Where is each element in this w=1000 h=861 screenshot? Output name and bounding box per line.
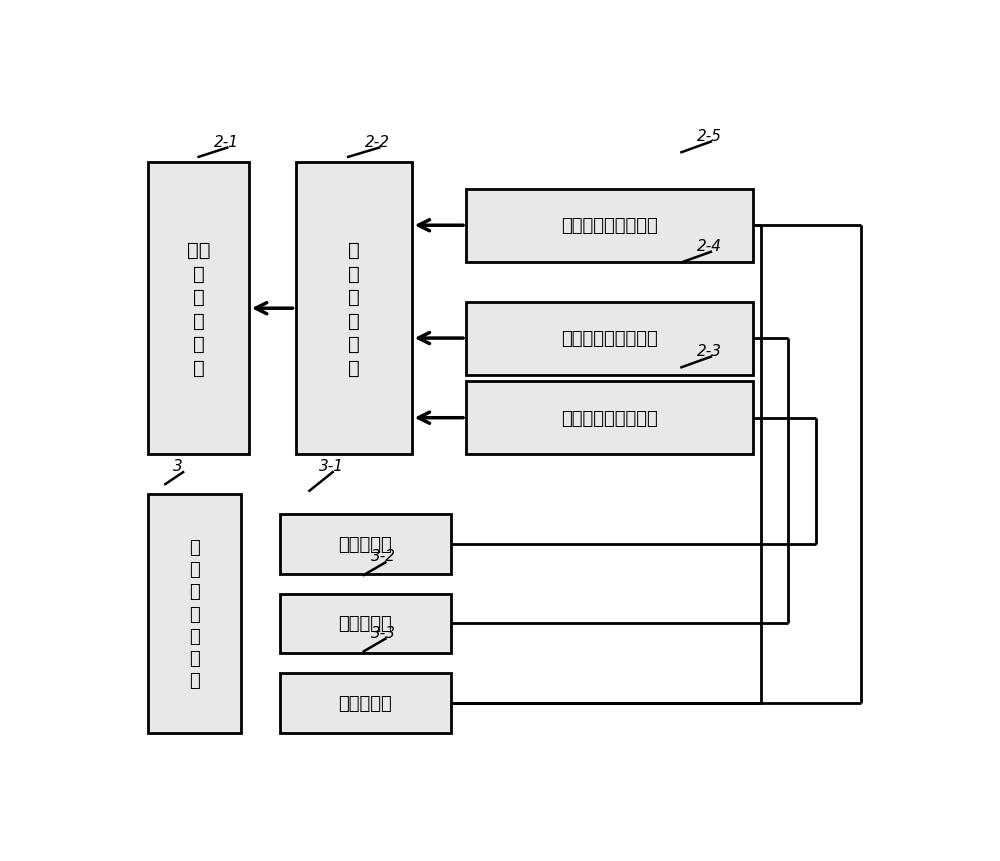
- Text: 3-2: 3-2: [371, 548, 396, 564]
- Text: 单片
机
控
制
模
块: 单片 机 控 制 模 块: [187, 241, 210, 377]
- Text: 悬
浮
物
采
样
装
置: 悬 浮 物 采 样 装 置: [189, 538, 200, 690]
- Text: 3: 3: [173, 459, 183, 474]
- Bar: [148, 494, 241, 734]
- Text: 浊度传感器测量模块: 浊度传感器测量模块: [561, 330, 658, 348]
- Text: 2-5: 2-5: [697, 128, 722, 144]
- Text: 电磁流量计: 电磁流量计: [338, 694, 392, 712]
- Bar: [148, 163, 249, 455]
- Text: 数
据
采
集
模
块: 数 据 采 集 模 块: [348, 241, 360, 377]
- Text: 2-1: 2-1: [214, 134, 239, 150]
- Bar: [466, 381, 753, 455]
- Text: 压力传感器测量模块: 压力传感器测量模块: [561, 409, 658, 427]
- Text: 2-2: 2-2: [365, 134, 390, 150]
- Bar: [280, 673, 450, 734]
- Text: 2-3: 2-3: [697, 344, 722, 358]
- Text: 浊度传感器: 浊度传感器: [338, 615, 392, 633]
- Text: 电磁流量计测量模块: 电磁流量计测量模块: [561, 217, 658, 235]
- Text: 压力传感器: 压力传感器: [338, 536, 392, 553]
- Bar: [466, 302, 753, 375]
- Bar: [466, 189, 753, 263]
- Bar: [296, 163, 412, 455]
- Text: 3-3: 3-3: [371, 625, 396, 640]
- Text: 3-1: 3-1: [319, 459, 344, 474]
- Text: 2-4: 2-4: [697, 238, 722, 253]
- Bar: [280, 594, 450, 653]
- Bar: [280, 514, 450, 574]
